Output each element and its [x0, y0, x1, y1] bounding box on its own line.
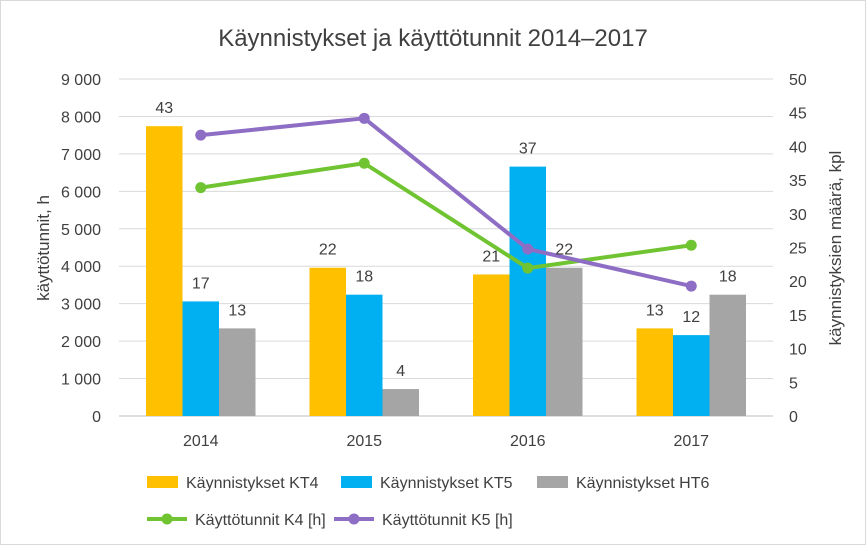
- line-marker: [358, 112, 370, 124]
- series-line: [200, 161, 692, 271]
- bar-data-label: 43: [155, 100, 173, 117]
- bar: [673, 335, 710, 416]
- right-tick-label: 5: [789, 375, 798, 392]
- left-tick-label: 4 000: [61, 259, 101, 276]
- bar-group: [146, 126, 746, 417]
- left-tick-label: 0: [92, 409, 101, 426]
- bar-data-label: 12: [682, 309, 700, 326]
- x-tick-label: 2017: [673, 433, 709, 450]
- line-marker: [685, 239, 697, 251]
- x-tick-label: 2014: [183, 433, 219, 450]
- right-tick-label: 0: [789, 409, 798, 426]
- bar: [146, 126, 183, 417]
- bar: [509, 166, 546, 416]
- left-axis-title: käyttötunnit, h: [34, 195, 53, 301]
- legend-label: Käyttötunnit K4 [h]: [195, 512, 326, 529]
- line-marker: [195, 129, 207, 141]
- legend-swatch: [147, 476, 178, 488]
- bar-data-label: 13: [646, 302, 664, 319]
- chart-title: Käynnistykset ja käyttötunnit 2014–2017: [218, 25, 648, 52]
- legend-label: Käyttötunnit K5 [h]: [382, 512, 513, 529]
- legend-marker: [348, 513, 360, 525]
- legend-swatch: [537, 476, 568, 488]
- bar-data-label: 18: [719, 269, 737, 286]
- left-axis-ticks: 0 1 000 2 000 3 000 4 000 5 000 6 000 7 000 8 00…: [61, 72, 101, 426]
- legend-label: Käynnistykset HT6: [576, 475, 709, 492]
- right-tick-label: 10: [789, 342, 807, 359]
- legend-marker: [161, 513, 173, 525]
- right-tick-label: 20: [789, 274, 807, 291]
- bar-data-label: 17: [192, 275, 210, 292]
- left-tick-label: 2 000: [61, 334, 101, 351]
- series-line: [200, 116, 692, 289]
- right-tick-label: 35: [789, 173, 807, 190]
- legend-swatch: [341, 476, 372, 488]
- data-labels: 43 22 21 13 17 18 37 12 13 4 22 18: [155, 100, 736, 380]
- right-tick-label: 25: [789, 241, 807, 258]
- right-axis-title: käynnistyksien määrä, kpl: [826, 151, 845, 346]
- x-tick-label: 2015: [346, 433, 382, 450]
- bar-data-label: 22: [319, 242, 337, 259]
- left-tick-label: 1 000: [61, 372, 101, 389]
- legend-label: Käynnistykset KT4: [186, 475, 319, 492]
- left-tick-label: 3 000: [61, 297, 101, 314]
- left-tick-label: 6 000: [61, 184, 101, 201]
- right-axis-ticks: 0 5 10 15 20 25 30 35 40 45 50: [789, 72, 807, 426]
- left-tick-label: 8 000: [61, 109, 101, 126]
- line-marker: [195, 182, 207, 194]
- bar: [346, 294, 383, 416]
- bar-data-label: 13: [228, 302, 246, 319]
- bar: [219, 328, 256, 416]
- x-tick-label: 2016: [510, 433, 546, 450]
- right-tick-label: 30: [789, 207, 807, 224]
- bar: [473, 274, 510, 416]
- bar-data-label: 4: [396, 363, 405, 380]
- line-marker: [522, 243, 534, 255]
- bar: [546, 267, 583, 416]
- right-tick-label: 15: [789, 308, 807, 325]
- bar: [309, 267, 346, 416]
- bar: [636, 328, 673, 416]
- bar-data-label: 21: [482, 248, 500, 265]
- left-tick-label: 7 000: [61, 147, 101, 164]
- left-tick-label: 9 000: [61, 72, 101, 89]
- bar: [382, 389, 419, 416]
- bar-data-label: 37: [519, 141, 537, 158]
- bar-data-label: 22: [555, 242, 573, 259]
- bar: [182, 301, 219, 416]
- legend: Käynnistykset KT4 Käynnistykset KT5 Käynni…: [147, 475, 709, 529]
- line-marker: [358, 157, 370, 169]
- right-tick-label: 40: [789, 139, 807, 156]
- right-tick-label: 50: [789, 72, 807, 89]
- line-marker: [522, 262, 534, 274]
- bar: [709, 294, 746, 416]
- bar-data-label: 18: [355, 269, 373, 286]
- line-marker: [685, 280, 697, 292]
- legend-label: Käynnistykset KT5: [380, 475, 513, 492]
- x-axis-ticks: 2014 2015 2016 2017: [183, 433, 709, 450]
- right-tick-label: 45: [789, 106, 807, 123]
- line-group: [195, 112, 697, 292]
- left-tick-label: 5 000: [61, 222, 101, 239]
